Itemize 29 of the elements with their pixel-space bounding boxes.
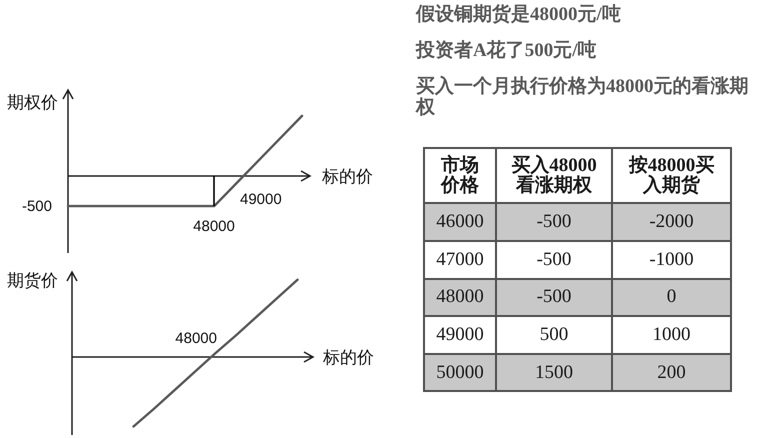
y-tick-label: 49000 (424, 316, 496, 354)
x-tick-label: 按48000买入期货 (612, 148, 731, 204)
data-label: 200 (612, 354, 731, 392)
data-label: -500 (496, 278, 612, 316)
text: 48000 (193, 218, 235, 235)
text: 买入一个月执行价格为48000元的看涨期权 (416, 76, 750, 118)
annotation: 49000 (240, 191, 282, 208)
y-tick-label: 50000 (424, 354, 496, 392)
data-label: -500 (496, 240, 612, 279)
x-axis-title: 标的价 (322, 348, 374, 367)
data-label: -500 (496, 203, 612, 241)
text: 投资者A花了500元/吨 (416, 40, 598, 61)
y-tick-label: 48000 (424, 278, 496, 316)
text: -500 (22, 198, 52, 215)
text: 假设铜期货是48000元/吨 (416, 4, 622, 25)
y-tick-label: 46000 (424, 203, 496, 241)
x-axis-title: 标的价 (321, 167, 373, 186)
data-label: 1500 (496, 354, 612, 392)
data-label: 500 (496, 316, 612, 354)
data-label: -2000 (612, 203, 731, 241)
x-tick-label: 买入48000看涨期权 (496, 148, 612, 204)
y-tick-label: 47000 (424, 240, 496, 279)
y-axis-title: 期权价 (7, 93, 58, 112)
y-axis-title: 市场价格 (424, 148, 496, 204)
data-label: -1000 (612, 240, 731, 279)
annotation: 48000 (175, 330, 217, 347)
data-label: 0 (612, 278, 731, 316)
data-label: 1000 (612, 316, 731, 354)
y-axis-title: 期货价 (7, 271, 58, 290)
